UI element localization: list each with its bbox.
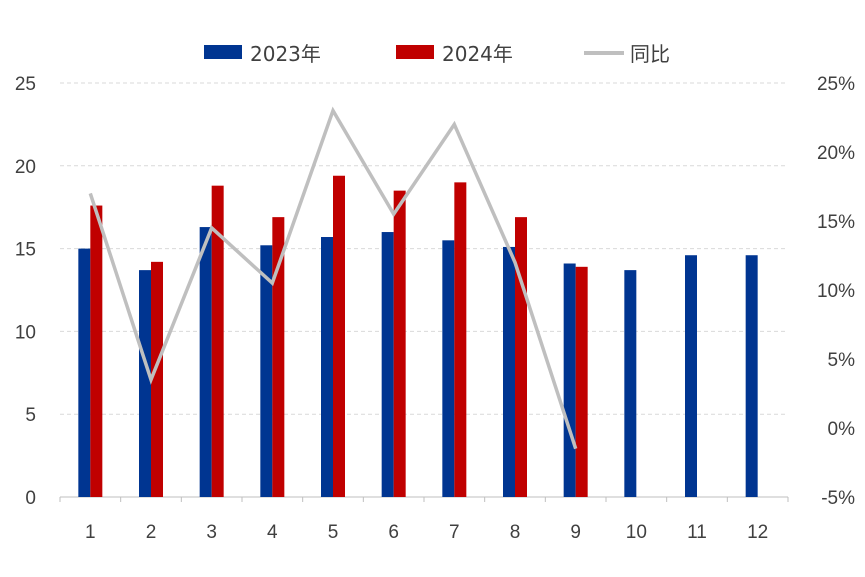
bar-2024年-8 xyxy=(515,217,527,498)
bar-2024年-4 xyxy=(272,217,285,498)
bar-2024年-1 xyxy=(90,205,103,497)
bar-2023年-6 xyxy=(381,232,394,498)
right-tick-label: 5% xyxy=(828,350,856,371)
left-axis-ticks: 0 5 10 15 20 25 xyxy=(15,74,36,509)
x-tick-label: 12 xyxy=(747,522,768,543)
left-tick-label: 10 xyxy=(15,322,36,343)
x-tick-label: 5 xyxy=(328,522,339,543)
x-tick-label: 9 xyxy=(570,522,581,543)
bar-2023年-10 xyxy=(624,270,637,497)
legend: 2023年 2024年 同比 xyxy=(204,42,670,66)
left-tick-label: 5 xyxy=(25,405,36,426)
right-tick-label: 10% xyxy=(817,281,855,302)
bar-2023年-8 xyxy=(503,246,515,497)
gridlines xyxy=(60,82,788,415)
x-tick-label: 6 xyxy=(388,522,399,543)
right-tick-label: 15% xyxy=(817,212,855,233)
legend-swatch xyxy=(204,45,242,59)
left-tick-label: 15 xyxy=(15,240,36,261)
x-tick-label: 11 xyxy=(687,522,707,543)
x-axis-ticks: 1 2 3 4 5 6 7 8 9 10 11 12 xyxy=(85,522,768,543)
x-tick-label: 1 xyxy=(85,522,96,543)
bar-2024年-5 xyxy=(333,175,345,497)
x-tick-label: 8 xyxy=(510,522,521,543)
right-tick-label: -5% xyxy=(821,488,855,509)
right-axis-ticks: -5% 0% 5% 10% 15% 20% 25% xyxy=(817,74,855,509)
bar-2023年-7 xyxy=(442,240,455,497)
bar-2024年-7 xyxy=(454,182,467,498)
legend-label: 2023年 xyxy=(250,42,321,66)
left-tick-label: 20 xyxy=(15,157,36,178)
bar-2024年-9 xyxy=(575,266,588,497)
x-tick-label: 3 xyxy=(206,522,217,543)
x-tick-label: 2 xyxy=(146,522,157,543)
bar-2023年-3 xyxy=(199,227,212,497)
legend-label: 同比 xyxy=(630,42,670,66)
bar-2023年-12 xyxy=(745,255,758,497)
x-tick-label: 7 xyxy=(449,522,460,543)
bar-2023年-1 xyxy=(78,248,91,497)
bars xyxy=(78,175,758,498)
yoy-line xyxy=(88,106,578,450)
bar-2023年-9 xyxy=(563,263,576,497)
right-tick-label: 0% xyxy=(828,419,856,440)
bar-2024年-2 xyxy=(151,261,163,497)
right-tick-label: 20% xyxy=(817,143,855,164)
left-tick-label: 25 xyxy=(15,74,36,95)
bar-2024年-3 xyxy=(211,185,224,497)
bar-2023年-4 xyxy=(260,245,273,497)
legend-swatch xyxy=(396,45,434,59)
left-tick-label: 0 xyxy=(25,488,36,509)
bar-2023年-2 xyxy=(139,270,151,497)
x-tick-label: 4 xyxy=(267,522,278,543)
bar-2024年-6 xyxy=(393,190,406,497)
legend-label: 2024年 xyxy=(442,42,513,66)
x-tick-label: 10 xyxy=(626,522,647,543)
right-tick-label: 25% xyxy=(817,74,855,95)
bar-2023年-11 xyxy=(685,255,697,497)
bar-2023年-5 xyxy=(321,237,333,497)
